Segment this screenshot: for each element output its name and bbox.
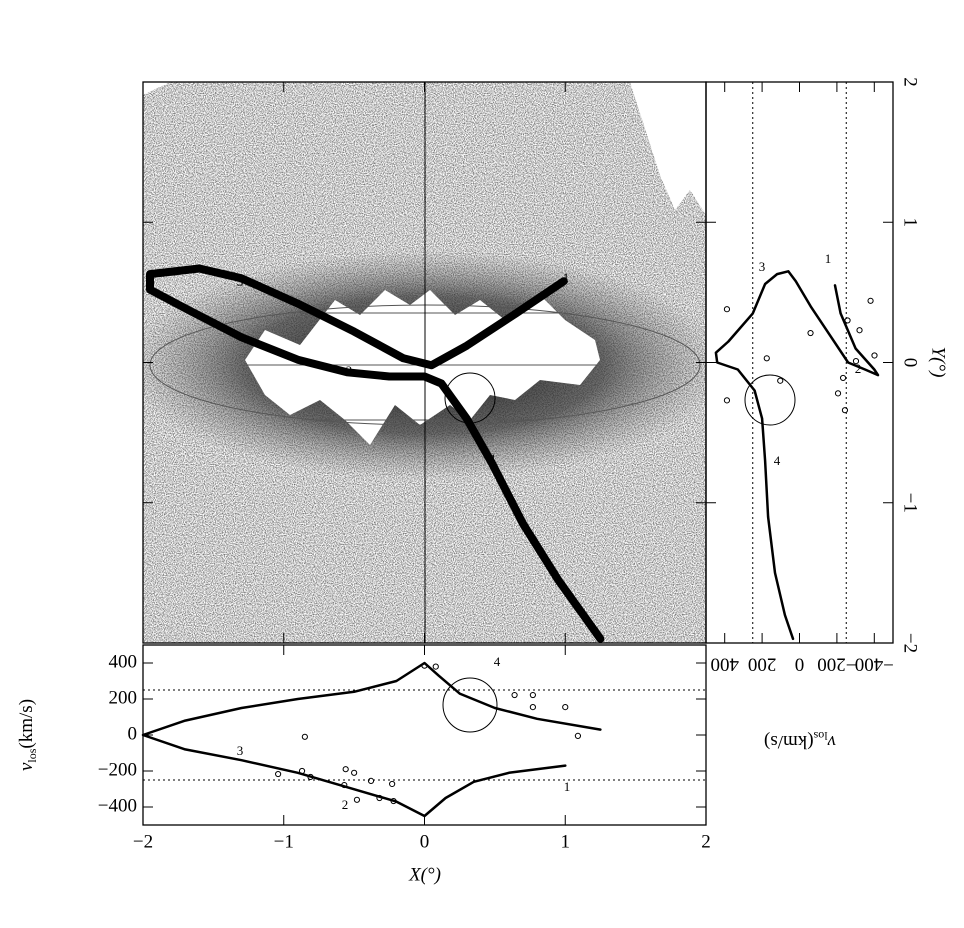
data-point [723,306,731,313]
y-tick-label: 2 [900,77,921,87]
data-point [839,374,847,382]
x-tick-label: 200 [748,654,777,675]
data-point [390,797,397,805]
data-point [376,794,383,802]
axis-title-symbol: v [16,762,37,771]
data-point [298,767,306,775]
y-tick-label: 1 [900,218,921,228]
y-tick-label: −2 [900,633,921,653]
data-point [275,770,282,778]
curve-label: 3 [237,743,244,758]
y-tick-label: 0 [128,723,138,744]
axis-title: vlos(km/s) [764,729,836,751]
axis-title-subscript: los [25,748,39,762]
axis-title-symbol: v [827,731,836,752]
data-point [777,377,784,384]
data-point [844,317,851,324]
data-point [351,769,358,776]
axis-title-unit: (km/s) [16,699,37,749]
y-tick-label: −200 [98,759,137,780]
data-point [871,352,878,359]
data-point [529,704,536,711]
data-point [852,357,860,365]
data-point [432,663,439,670]
data-point [529,691,536,699]
x-axis-title: X(°) [408,864,441,885]
y-tick-label: −1 [900,493,921,513]
y-tick-label: 0 [900,358,921,368]
bottom-frame [142,644,707,826]
data-point [342,766,349,773]
axis-title-unit: (km/s) [764,731,814,752]
data-point [574,732,582,740]
data-point [867,297,874,304]
data-point [421,662,428,669]
region-circle [744,374,796,426]
data-point [301,733,308,740]
axis-title: vlos(km/s) [16,699,38,771]
y-tick-label: −400 [98,795,137,816]
data-point [511,691,518,699]
data-point [341,781,348,789]
x-tick-label: −400 [855,654,894,675]
region-circle [442,677,498,733]
curve-label: 2 [342,797,349,812]
data-point [834,390,842,397]
data-point [353,796,361,803]
x-tick-label: 0 [420,831,430,852]
x-tick-label: 0 [795,654,805,675]
data-point [856,327,863,334]
curve-label: 4 [494,654,501,669]
curve-label: 4 [774,453,781,468]
data-point [841,407,849,414]
data-point [763,355,770,362]
data-point [307,773,314,781]
y-axis-title: Y(°) [928,347,949,378]
right-frame [705,81,894,644]
curve-label: 3 [759,259,766,274]
data-point [562,704,569,711]
x-tick-label: 1 [561,831,571,852]
curve-label: 1 [564,779,571,794]
x-tick-label: −2 [133,831,153,852]
x-tick-label: −1 [274,831,294,852]
x-tick-label: −200 [817,654,856,675]
orbit-line [714,270,880,641]
x-tick-label: 400 [710,654,739,675]
y-tick-label: 200 [109,687,138,708]
data-point [389,780,396,788]
curve-label: 1 [825,251,832,266]
data-point [723,397,731,404]
axis-title-subscript: los [813,729,827,743]
data-point [807,329,814,337]
orbit-line [146,264,605,643]
y-tick-label: 400 [109,651,138,672]
curve-label: 3 [237,274,244,289]
orbit-line [141,661,602,818]
curve-label: 1 [563,270,570,285]
curve-label: 2 [346,363,353,378]
x-tick-label: 2 [701,831,711,852]
curve-label: 4 [489,451,496,466]
curve-label: 2 [855,361,862,376]
data-point [367,777,375,785]
